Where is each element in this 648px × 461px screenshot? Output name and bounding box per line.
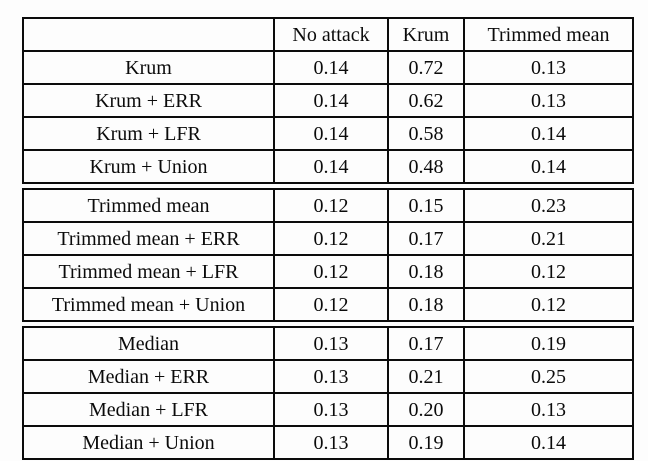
results-table: No attack Krum Trimmed mean Krum 0.14 0.72 0.…	[22, 17, 634, 460]
row-label-cell: Trimmed mean	[22, 188, 275, 223]
row-label-cell: Trimmed mean + LFR	[22, 254, 275, 289]
value-cell: 0.12	[463, 254, 634, 289]
value-cell: 0.14	[463, 149, 634, 184]
value-cell: 0.12	[463, 287, 634, 322]
value-cell: 0.14	[273, 50, 389, 85]
table-row: Trimmed mean + LFR 0.12 0.18 0.12	[22, 254, 634, 289]
row-label-cell: Median + Union	[22, 425, 275, 460]
row-label-cell: Median + ERR	[22, 359, 275, 394]
table-row: Trimmed mean + Union 0.12 0.18 0.12	[22, 287, 634, 322]
row-label-cell: Krum + Union	[22, 149, 275, 184]
table-row: Median + Union 0.13 0.19 0.14	[22, 425, 634, 460]
value-cell: 0.15	[387, 188, 465, 223]
value-cell: 0.21	[463, 221, 634, 256]
table-row: Median + ERR 0.13 0.21 0.25	[22, 359, 634, 394]
header-cell: Krum	[387, 17, 465, 52]
value-cell: 0.17	[387, 221, 465, 256]
value-cell: 0.13	[273, 326, 389, 361]
row-label-cell: Trimmed mean + ERR	[22, 221, 275, 256]
value-cell: 0.14	[463, 116, 634, 151]
value-cell: 0.23	[463, 188, 634, 223]
table-row: Krum + ERR 0.14 0.62 0.13	[22, 83, 634, 118]
value-cell: 0.25	[463, 359, 634, 394]
value-cell: 0.18	[387, 287, 465, 322]
value-cell: 0.14	[273, 149, 389, 184]
value-cell: 0.14	[463, 425, 634, 460]
value-cell: 0.14	[273, 83, 389, 118]
row-label-cell: Trimmed mean + Union	[22, 287, 275, 322]
table-row: Median + LFR 0.13 0.20 0.13	[22, 392, 634, 427]
row-label-cell: Krum + ERR	[22, 83, 275, 118]
value-cell: 0.13	[273, 392, 389, 427]
value-cell: 0.12	[273, 254, 389, 289]
table-row: Krum 0.14 0.72 0.13	[22, 50, 634, 85]
row-label-cell: Krum	[22, 50, 275, 85]
value-cell: 0.13	[273, 359, 389, 394]
value-cell: 0.13	[463, 392, 634, 427]
header-cell: No attack	[273, 17, 389, 52]
value-cell: 0.13	[463, 83, 634, 118]
value-cell: 0.14	[273, 116, 389, 151]
row-label-cell: Krum + LFR	[22, 116, 275, 151]
value-cell: 0.72	[387, 50, 465, 85]
table-group-trimmed-mean: Trimmed mean 0.12 0.15 0.23 Trimmed mean + E…	[22, 188, 634, 322]
value-cell: 0.17	[387, 326, 465, 361]
value-cell: 0.13	[463, 50, 634, 85]
value-cell: 0.62	[387, 83, 465, 118]
value-cell: 0.48	[387, 149, 465, 184]
table-header-row: No attack Krum Trimmed mean	[22, 17, 634, 52]
value-cell: 0.21	[387, 359, 465, 394]
table-group-krum: No attack Krum Trimmed mean Krum 0.14 0.72 0.…	[22, 17, 634, 184]
value-cell: 0.12	[273, 287, 389, 322]
header-cell: Trimmed mean	[463, 17, 634, 52]
value-cell: 0.12	[273, 188, 389, 223]
value-cell: 0.19	[387, 425, 465, 460]
value-cell: 0.12	[273, 221, 389, 256]
table-row: Trimmed mean 0.12 0.15 0.23	[22, 188, 634, 223]
table-row: Trimmed mean + ERR 0.12 0.17 0.21	[22, 221, 634, 256]
value-cell: 0.19	[463, 326, 634, 361]
value-cell: 0.18	[387, 254, 465, 289]
table-row: Median 0.13 0.17 0.19	[22, 326, 634, 361]
value-cell: 0.58	[387, 116, 465, 151]
table-row: Krum + LFR 0.14 0.58 0.14	[22, 116, 634, 151]
value-cell: 0.20	[387, 392, 465, 427]
header-row: No attack Krum Trimmed mean	[22, 17, 634, 52]
header-cell-empty	[22, 17, 275, 52]
value-cell: 0.13	[273, 425, 389, 460]
row-label-cell: Median + LFR	[22, 392, 275, 427]
row-label-cell: Median	[22, 326, 275, 361]
table-group-median: Median 0.13 0.17 0.19 Median + ERR 0.13 0.21 0.…	[22, 326, 634, 460]
table-row: Krum + Union 0.14 0.48 0.14	[22, 149, 634, 184]
